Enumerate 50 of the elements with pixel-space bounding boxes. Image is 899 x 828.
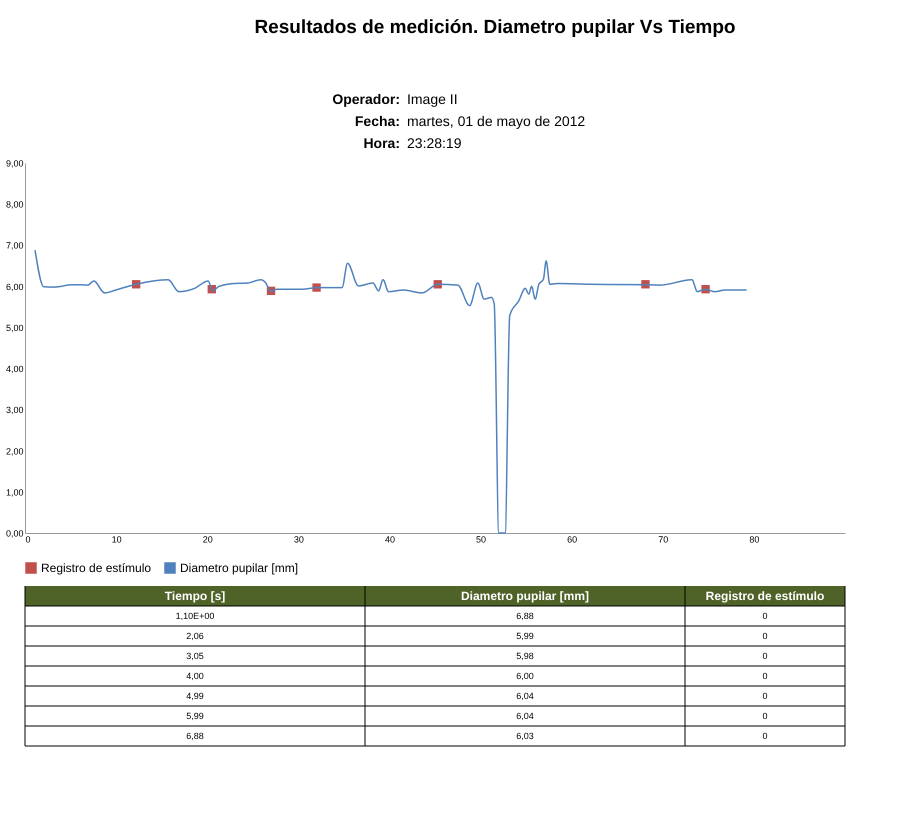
text: 4,00 [186,671,204,681]
text: 5,99 [516,631,534,641]
y-tick-label: 1,00 [6,487,24,498]
text: Tiempo [s] [164,589,226,603]
x-tick-label: 70 [658,534,668,544]
legend-label: Registro de estímulo [41,561,152,575]
text: 6,88 [186,731,204,741]
y-tick-label: 5,00 [6,322,24,333]
text: 6,04 [516,711,534,721]
chart-title: Resultados de medición. Diametro pupilar Vs Tiempo [254,17,736,38]
text: Hora: 23:28:19 [363,135,462,151]
text: Diametro pupilar [mm] [460,589,590,603]
x-tick-label: 30 [294,534,304,544]
x-tick-label: 60 [567,534,578,544]
x-tick-label: 0 [26,534,31,544]
y-tick-label: 7,00 [6,240,24,251]
x-tick-label: 10 [112,534,122,544]
y-tick-label: 2,00 [6,446,24,456]
text: 4,99 [186,691,204,701]
y-tick-label: 9,00 [6,158,24,168]
text: 0 [762,691,768,701]
text: 3,05 [186,651,204,661]
x-tick-label: 40 [384,534,395,544]
y-tick-label: 4,00 [6,364,24,374]
text: 0 [762,631,768,641]
text: Operador: Image II [332,91,458,107]
text: 5,99 [186,711,204,721]
y-tick-label: 8,00 [6,200,24,210]
text: 0 [762,671,768,681]
text: 6,04 [516,691,534,701]
text: 6,00 [516,671,534,681]
y-tick-label: 6,00 [6,282,24,292]
text: 5,98 [516,651,534,661]
line-series [34,249,748,534]
text: 0 [762,611,768,621]
x-tick-label: 20 [202,534,213,544]
text: 0 [762,651,768,661]
text: 1,10E+00 [176,611,214,621]
text: Fecha: martes, 01 de mayo de 2012 [354,113,586,129]
x-tick-label: 50 [476,534,486,544]
text: Registro de estímulo [706,589,824,603]
y-tick-label: 0,00 [6,528,24,538]
legend-label: Diametro pupilar [mm] [180,561,298,575]
text: 6,88 [516,611,534,621]
text: 0 [762,711,768,721]
text: 0 [762,731,768,741]
x-tick-label: 80 [749,534,760,544]
text: 2,06 [186,631,204,641]
y-tick-label: 3,00 [6,405,24,416]
text: 6,03 [516,731,534,741]
